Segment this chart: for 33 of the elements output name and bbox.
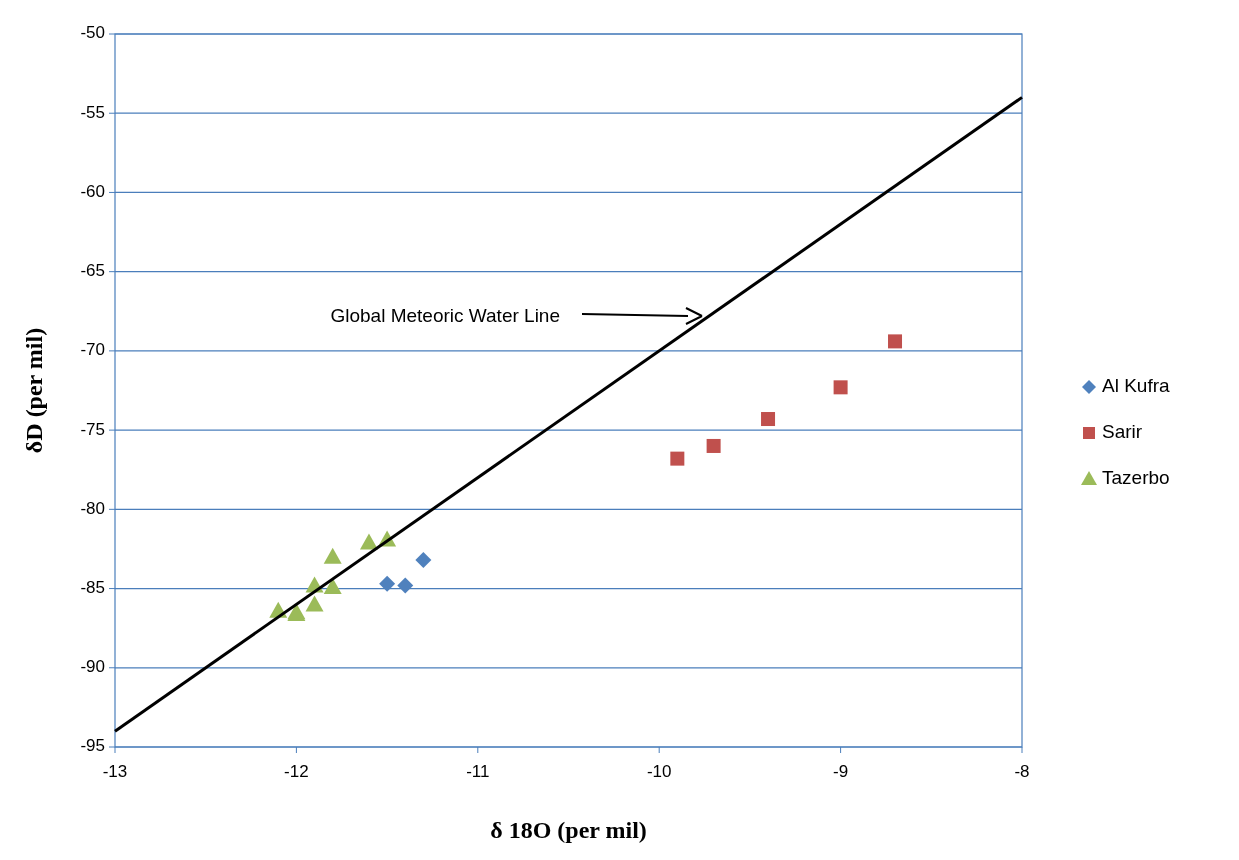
y-tick-label: -50 — [80, 23, 105, 43]
annotation: Global Meteoric Water Line — [330, 305, 560, 326]
y-tick-label: -90 — [80, 657, 105, 677]
y-tick-label: -65 — [80, 261, 105, 281]
point — [761, 412, 776, 427]
point — [706, 438, 721, 453]
legend-label: Al Kufra — [1102, 375, 1171, 397]
y-tick-label: -75 — [80, 419, 105, 439]
legend-label: Tazerbo — [1102, 467, 1170, 489]
legend-label: Sarir — [1102, 421, 1143, 443]
point — [833, 380, 848, 395]
y-tick-label: -60 — [80, 181, 105, 201]
x-tick-label: -8 — [1014, 762, 1030, 781]
x-tick-label: -13 — [102, 762, 128, 781]
point — [359, 533, 378, 550]
point — [305, 595, 324, 612]
point — [888, 334, 903, 349]
point — [397, 577, 414, 594]
x-tick-label: -12 — [284, 762, 309, 781]
y-tick-label: -85 — [80, 578, 105, 598]
y-axis-title: δD (per mil) — [21, 327, 47, 454]
x-tick-label: -9 — [833, 762, 849, 781]
x-tick-label: -11 — [466, 762, 490, 781]
x-axis-title: δ 18O (per mil) — [490, 817, 647, 843]
point — [379, 575, 396, 592]
point — [415, 552, 432, 569]
y-tick-label: -95 — [80, 736, 105, 756]
y-tick-label: -70 — [80, 340, 105, 360]
y-tick-label: -55 — [80, 102, 105, 122]
y-tick-label: -80 — [80, 498, 105, 518]
x-tick-label: -10 — [646, 762, 672, 781]
point — [323, 547, 342, 564]
point — [670, 451, 685, 466]
